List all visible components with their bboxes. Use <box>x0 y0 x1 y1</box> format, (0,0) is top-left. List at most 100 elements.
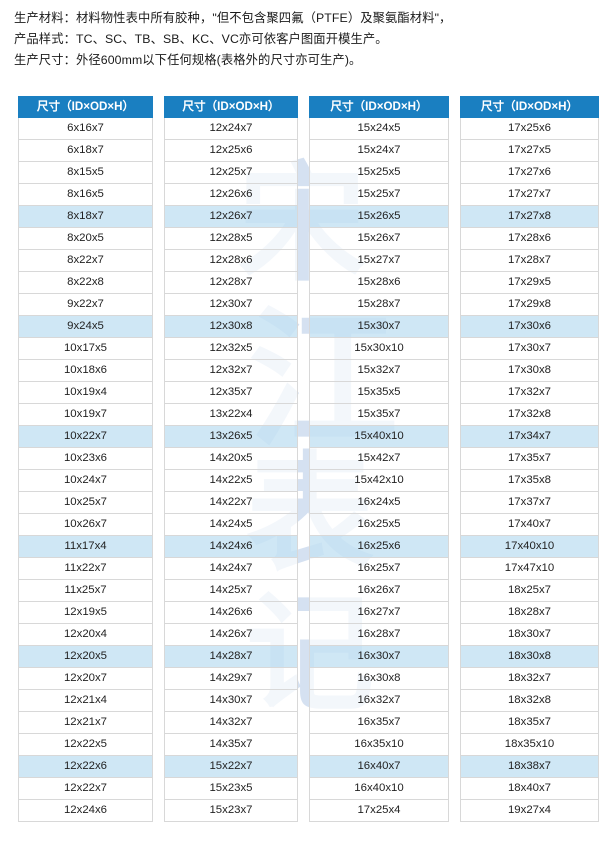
size-cell: 17x27x8 <box>460 205 599 228</box>
size-cell: 12x26x7 <box>164 205 298 228</box>
size-cell: 15x42x10 <box>309 469 449 492</box>
table-row: 16x28x7 <box>309 623 449 646</box>
table-row: 8x20x5 <box>18 227 153 250</box>
size-cell: 17x29x8 <box>460 293 599 316</box>
size-cell: 15x26x5 <box>309 205 449 228</box>
table-row: 18x40x7 <box>460 777 599 800</box>
table-row: 16x32x7 <box>309 689 449 712</box>
table-row: 15x24x5 <box>309 117 449 140</box>
table-header-size: 尺寸（ID×OD×H） <box>309 96 449 118</box>
size-cell: 12x22x6 <box>18 755 153 778</box>
table-row: 12x28x7 <box>164 271 298 294</box>
table-row: 12x21x4 <box>18 689 153 712</box>
table-row: 14x26x6 <box>164 601 298 624</box>
table-row: 18x30x8 <box>460 645 599 668</box>
size-cell: 17x34x7 <box>460 425 599 448</box>
size-cell: 11x25x7 <box>18 579 153 602</box>
size-cell: 18x32x7 <box>460 667 599 690</box>
size-cell: 11x22x7 <box>18 557 153 580</box>
table-row: 18x32x8 <box>460 689 599 712</box>
table-row: 14x24x7 <box>164 557 298 580</box>
size-cell: 8x16x5 <box>18 183 153 206</box>
table-row: 15x30x7 <box>309 315 449 338</box>
intro-line-style: 产品样式：TC、SC、TB、SB、KC、VC亦可依客户图面开模生产。 <box>14 32 388 46</box>
table-row: 12x19x5 <box>18 601 153 624</box>
table-body: 17x25x6 17x27x5 17x27x6 17x27x7 17x27x8 17x28… <box>460 117 599 822</box>
table-row: 15x35x5 <box>309 381 449 404</box>
table-row: 18x30x7 <box>460 623 599 646</box>
table-row: 14x24x6 <box>164 535 298 558</box>
spec-table: 尺寸（ID×OD×H） 12x24x7 12x25x6 12x25x7 12x26x6… <box>164 96 298 822</box>
size-cell: 16x27x7 <box>309 601 449 624</box>
table-row: 15x28x7 <box>309 293 449 316</box>
size-cell: 14x20x5 <box>164 447 298 470</box>
table-row: 9x24x5 <box>18 315 153 338</box>
table-row: 16x40x10 <box>309 777 449 800</box>
table-row: 15x25x7 <box>309 183 449 206</box>
table-row: 17x32x7 <box>460 381 599 404</box>
table-row: 8x15x5 <box>18 161 153 184</box>
size-cell: 17x47x10 <box>460 557 599 580</box>
size-cell: 15x26x7 <box>309 227 449 250</box>
table-row: 15x23x7 <box>164 799 298 822</box>
table-row: 6x18x7 <box>18 139 153 162</box>
table-row: 14x25x7 <box>164 579 298 602</box>
table-row: 15x35x7 <box>309 403 449 426</box>
size-cell: 15x28x7 <box>309 293 449 316</box>
table-row: 14x32x7 <box>164 711 298 734</box>
size-cell: 17x32x7 <box>460 381 599 404</box>
table-row: 15x30x10 <box>309 337 449 360</box>
size-cell: 12x19x5 <box>18 601 153 624</box>
table-row: 15x28x6 <box>309 271 449 294</box>
size-cell: 17x27x6 <box>460 161 599 184</box>
table-row: 15x32x7 <box>309 359 449 382</box>
table-row: 16x25x7 <box>309 557 449 580</box>
size-cell: 14x29x7 <box>164 667 298 690</box>
table-row: 17x28x6 <box>460 227 599 250</box>
size-cell: 10x26x7 <box>18 513 153 536</box>
table-row: 15x26x5 <box>309 205 449 228</box>
table-row: 17x40x10 <box>460 535 599 558</box>
size-cell: 12x20x4 <box>18 623 153 646</box>
size-cell: 17x30x8 <box>460 359 599 382</box>
table-row: 17x35x7 <box>460 447 599 470</box>
table-row: 16x26x7 <box>309 579 449 602</box>
table-row: 12x32x7 <box>164 359 298 382</box>
size-cell: 14x26x6 <box>164 601 298 624</box>
table-row: 17x25x6 <box>460 117 599 140</box>
size-cell: 17x35x7 <box>460 447 599 470</box>
size-cell: 15x27x7 <box>309 249 449 272</box>
size-cell: 8x22x8 <box>18 271 153 294</box>
table-row: 6x16x7 <box>18 117 153 140</box>
table-row: 8x22x8 <box>18 271 153 294</box>
size-cell: 15x25x5 <box>309 161 449 184</box>
size-cell: 8x15x5 <box>18 161 153 184</box>
table-row: 15x22x7 <box>164 755 298 778</box>
size-cell: 6x18x7 <box>18 139 153 162</box>
table-row: 11x17x4 <box>18 535 153 558</box>
table-body: 15x24x5 15x24x7 15x25x5 15x25x7 15x26x5 15x26… <box>309 117 449 822</box>
table-row: 17x47x10 <box>460 557 599 580</box>
size-cell: 17x29x5 <box>460 271 599 294</box>
table-row: 8x22x7 <box>18 249 153 272</box>
size-table-column-3: 尺寸（ID×OD×H） 15x24x5 15x24x7 15x25x5 15x25x7… <box>309 96 449 822</box>
size-table-column-4: 尺寸（ID×OD×H） 17x25x6 17x27x5 17x27x6 17x27x7… <box>460 96 599 822</box>
table-row: 15x25x5 <box>309 161 449 184</box>
size-cell: 16x30x7 <box>309 645 449 668</box>
table-row: 10x17x5 <box>18 337 153 360</box>
table-header-size: 尺寸（ID×OD×H） <box>460 96 599 118</box>
table-row: 16x25x5 <box>309 513 449 536</box>
size-cell: 13x26x5 <box>164 425 298 448</box>
table-row: 10x25x7 <box>18 491 153 514</box>
size-cell: 16x30x8 <box>309 667 449 690</box>
size-cell: 15x25x7 <box>309 183 449 206</box>
table-row: 18x28x7 <box>460 601 599 624</box>
table-row: 12x24x7 <box>164 117 298 140</box>
size-cell: 8x18x7 <box>18 205 153 228</box>
table-row: 10x19x4 <box>18 381 153 404</box>
table-row: 18x35x7 <box>460 711 599 734</box>
table-row: 15x42x7 <box>309 447 449 470</box>
size-cell: 16x35x10 <box>309 733 449 756</box>
table-row: 11x25x7 <box>18 579 153 602</box>
table-row: 11x22x7 <box>18 557 153 580</box>
